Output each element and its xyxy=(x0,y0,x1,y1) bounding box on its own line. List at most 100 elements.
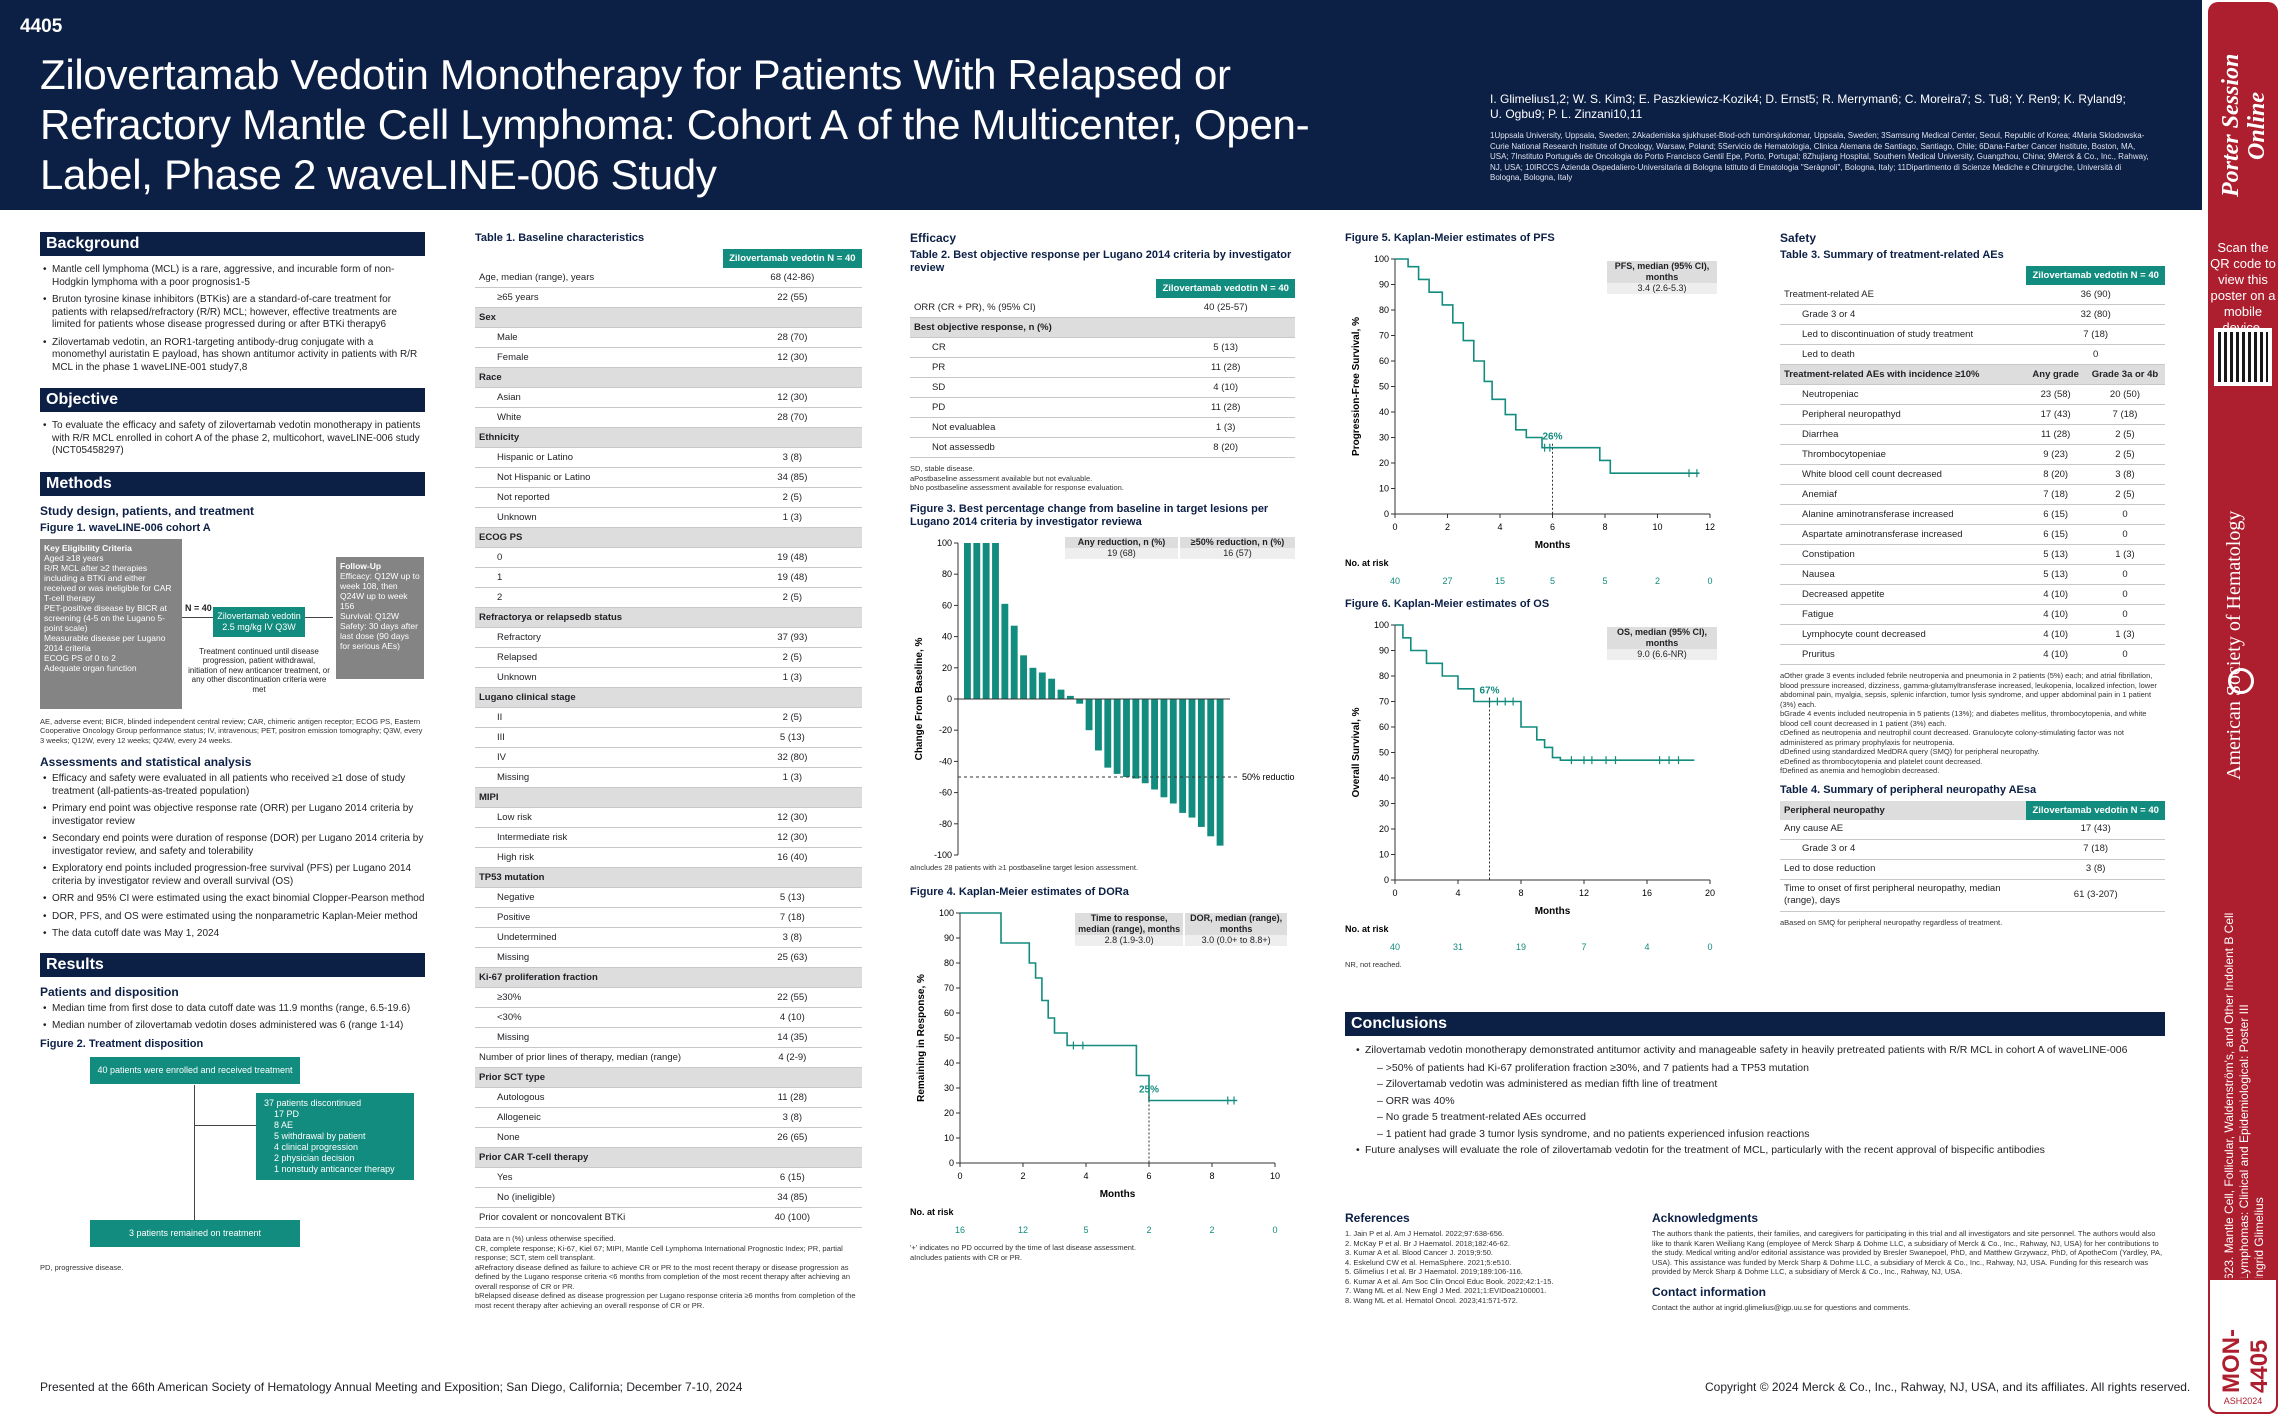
table-4-row: Time to onset of first peripheral neurop… xyxy=(1780,879,2165,912)
x-tick-label: 16 xyxy=(1642,888,1652,898)
table-1-value: 1 (3) xyxy=(722,767,862,788)
y-tick-label: 90 xyxy=(944,933,954,943)
table-4-col: Peripheral neuropathy xyxy=(1780,800,2027,820)
acknowledgments-section: Acknowledgments The authors thank the pa… xyxy=(1652,1205,2167,1312)
table-1-value: 40 (100) xyxy=(722,1207,862,1228)
arrow-line xyxy=(305,616,333,618)
ash-year: ASH2024 xyxy=(2223,1396,2263,1406)
table-1-header: Zilovertamab vedotin N = 40 xyxy=(722,249,862,268)
table-3-label: Grade 3 or 4 xyxy=(1780,304,2027,325)
at-risk-count: 16 xyxy=(955,1225,965,1235)
table-1-label: Refractorya or relapsedb status xyxy=(475,607,723,628)
table-3-label: Decreased appetite xyxy=(1780,584,2027,605)
table-1-row: II 2 (5) xyxy=(475,707,862,728)
inset-header: OS, median (95% CI), months xyxy=(1616,627,1708,648)
table-1-value: 34 (85) xyxy=(722,467,862,488)
table-1-row: Sex xyxy=(475,307,862,328)
figure-5-inset: PFS, median (95% CI), months 3.4 (2.6-5.3… xyxy=(1607,261,1717,294)
y-tick-label: 100 xyxy=(1374,620,1389,630)
table-1-value: 12 (30) xyxy=(722,827,862,848)
table-3-label: Anemiaf xyxy=(1780,484,2027,505)
figure-4-note: '+' indicates no PD occurred by the time… xyxy=(910,1243,1137,1252)
waterfall-bar xyxy=(1038,671,1046,699)
inset-value: 16 (57) xyxy=(1180,547,1295,559)
qr-code-icon[interactable] xyxy=(2214,328,2272,386)
table-3-subheader-cell: Treatment-related AEs with incidence ≥10… xyxy=(1780,364,2027,385)
background-list: Mantle cell lymphoma (MCL) is a rare, ag… xyxy=(40,264,425,374)
table-1-label: White xyxy=(475,407,723,428)
disc-item: 37 patients discontinued xyxy=(264,1097,362,1108)
at-risk-count: 15 xyxy=(1495,576,1505,586)
table-1-note: Data are n (%) unless otherwise specifie… xyxy=(475,1234,616,1243)
waterfall-bar xyxy=(1151,698,1158,789)
column-1: Background Mantle cell lymphoma (MCL) is… xyxy=(40,232,425,1272)
landmark-label: 67% xyxy=(1479,686,1499,697)
x-tick-label: 10 xyxy=(1652,522,1662,532)
table-3-row: Nausea 5 (13) 0 xyxy=(1780,564,2165,585)
objective-bullet: To evaluate the efficacy and safety of z… xyxy=(43,420,425,458)
table-3-label: Peripheral neuropathyd xyxy=(1780,404,2027,425)
table-3-value: 7 (18) xyxy=(2026,484,2085,505)
efficacy-heading: Efficacy xyxy=(910,231,957,245)
ash-emblem-icon xyxy=(2228,668,2254,694)
table-1-value: 12 (30) xyxy=(722,387,862,408)
figure-2-title: Figure 2. Treatment disposition xyxy=(40,1037,204,1050)
reference-item: 5. Glimelius I et al. Br J Haematol. 201… xyxy=(1345,1267,1523,1276)
waterfall-bar xyxy=(1141,698,1149,783)
footer-copyright: Copyright © 2024 Merck & Co., Inc., Rahw… xyxy=(1705,1380,2191,1394)
conclusion-item: – No grade 5 treatment-related AEs occur… xyxy=(1377,1111,1586,1123)
x-tick-label: 4 xyxy=(1497,522,1502,532)
table-3-value: 6 (15) xyxy=(2026,504,2085,525)
waterfall-bar xyxy=(1160,698,1168,797)
y-tick-label: 70 xyxy=(944,983,954,993)
table-2-value: 4 (10) xyxy=(1156,377,1295,398)
table-1-value: 37 (93) xyxy=(722,627,862,648)
table-4-note: aBased on SMQ for peripheral neuropathy … xyxy=(1780,917,2003,927)
table-3-value: 4 (10) xyxy=(2026,624,2085,645)
y-tick-label: -40 xyxy=(939,756,952,766)
x-axis-label: Months xyxy=(1535,540,1571,551)
table-2-label: ORR (CR + PR), % (95% CI) xyxy=(910,298,1157,318)
table-1-row: Autologous 11 (28) xyxy=(475,1087,862,1108)
disc-item: 4 clinical progression xyxy=(274,1141,359,1152)
table-1-value xyxy=(722,427,862,448)
porter-logo: Porter Session Online xyxy=(2218,53,2270,198)
table-1-value xyxy=(722,1067,862,1088)
eligibility-item: Aged ≥18 years xyxy=(44,552,104,563)
conclusions-heading: Conclusions xyxy=(1345,1012,2165,1036)
column-3: Efficacy Table 2. Best objective respons… xyxy=(910,231,1300,1262)
follow-up-item: Efficacy: Q12W up to week 108, then Q24W… xyxy=(340,570,420,611)
table-1-value: 12 (30) xyxy=(722,807,862,828)
table-1-value: 7 (18) xyxy=(722,907,862,928)
methods-heading: Methods xyxy=(40,471,425,496)
table-4-header: Zilovertamab vedotin N = 40 xyxy=(2026,800,2165,820)
x-axis-label: Months xyxy=(1535,906,1571,917)
waterfall-bar xyxy=(1085,698,1093,730)
x-tick-label: 6 xyxy=(1550,522,1555,532)
y-tick-label: 40 xyxy=(942,631,952,641)
waterfall-bar xyxy=(1216,698,1224,846)
table-1-value: 2 (5) xyxy=(722,647,862,668)
patients-subheading: Patients and disposition xyxy=(40,984,179,999)
table-4-label: Any cause AE xyxy=(1780,819,2027,840)
treatment-note: Treatment continued until disease progre… xyxy=(188,646,330,694)
conclusion-item: – Zilovertamab vedotin was administered … xyxy=(1377,1078,1718,1090)
table-1-row: Missing 25 (63) xyxy=(475,947,862,968)
table-4-value: 7 (18) xyxy=(2026,839,2165,860)
table-4-row: Any cause AE 17 (43) xyxy=(1780,819,2165,840)
discontinued-box: 37 patients discontinued 17 PD 8 AE 5 wi… xyxy=(256,1092,414,1180)
landmark-label: 26% xyxy=(1542,432,1562,443)
waterfall-bar xyxy=(1020,654,1027,699)
table-1-row: Ethnicity xyxy=(475,427,862,448)
table-1-value: 3 (8) xyxy=(722,447,862,468)
table-1-row: No (ineligible) 34 (85) xyxy=(475,1187,862,1208)
table-1-label: Negative xyxy=(475,887,723,908)
results-bullet: Median time from first dose to data cuto… xyxy=(43,1003,425,1016)
y-tick-label: 70 xyxy=(1379,331,1389,341)
y-tick-label: 40 xyxy=(1379,407,1389,417)
y-tick-label: 0 xyxy=(947,694,952,704)
y-tick-label: 20 xyxy=(1379,824,1389,834)
table-1-label: Not reported xyxy=(475,487,723,508)
